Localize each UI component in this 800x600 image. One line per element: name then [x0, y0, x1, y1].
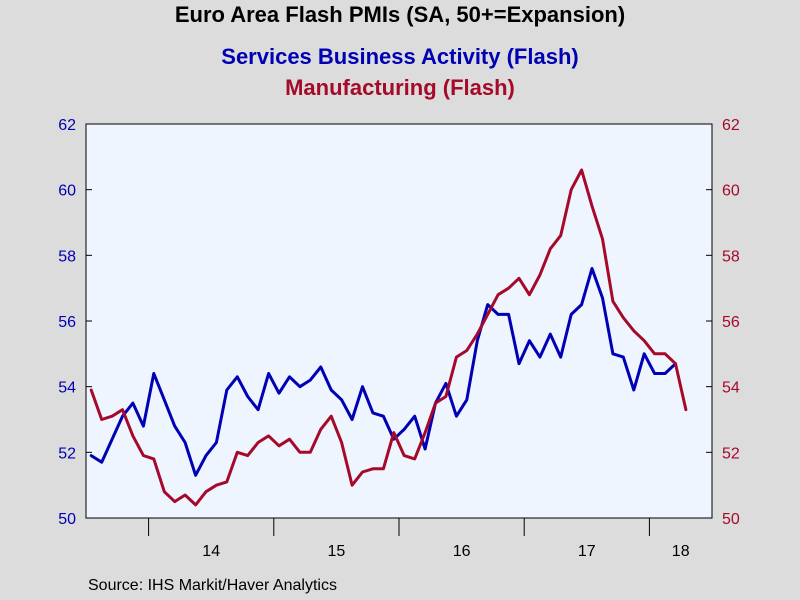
y-right-tick-label: 52 — [722, 445, 740, 462]
y-right-tick-label: 56 — [722, 314, 740, 331]
y-left-tick-label: 52 — [58, 445, 76, 462]
y-right-tick-label: 54 — [722, 380, 740, 397]
y-right-tick-label: 62 — [722, 117, 740, 134]
y-left-tick-label: 54 — [58, 380, 76, 397]
y-right-tick-label: 58 — [722, 248, 740, 265]
y-left-tick-label: 58 — [58, 248, 76, 265]
x-tick-label: 17 — [578, 543, 596, 560]
source-note: Source: IHS Markit/Haver Analytics — [88, 577, 337, 594]
plot-area — [85, 123, 713, 519]
y-right-tick-label: 50 — [722, 511, 740, 528]
x-tick-label: 18 — [672, 543, 690, 560]
x-tick-label: 15 — [328, 543, 346, 560]
y-left-tick-label: 56 — [58, 314, 76, 331]
chart-title: Euro Area Flash PMIs (SA, 50+=Expansion) — [174, 2, 626, 27]
legend-manufacturing: Manufacturing (Flash) — [285, 75, 515, 100]
y-left-tick-label: 62 — [58, 117, 76, 134]
x-tick-label: 16 — [453, 543, 471, 560]
x-tick-label: 14 — [202, 543, 220, 560]
legend-services: Services Business Activity (Flash) — [221, 44, 579, 69]
y-left-tick-label: 50 — [58, 511, 76, 528]
y-right-tick-label: 60 — [722, 183, 740, 200]
y-left-tick-label: 60 — [58, 183, 76, 200]
series-line-manufacturing — [89, 168, 688, 507]
series-line-services — [89, 267, 677, 477]
